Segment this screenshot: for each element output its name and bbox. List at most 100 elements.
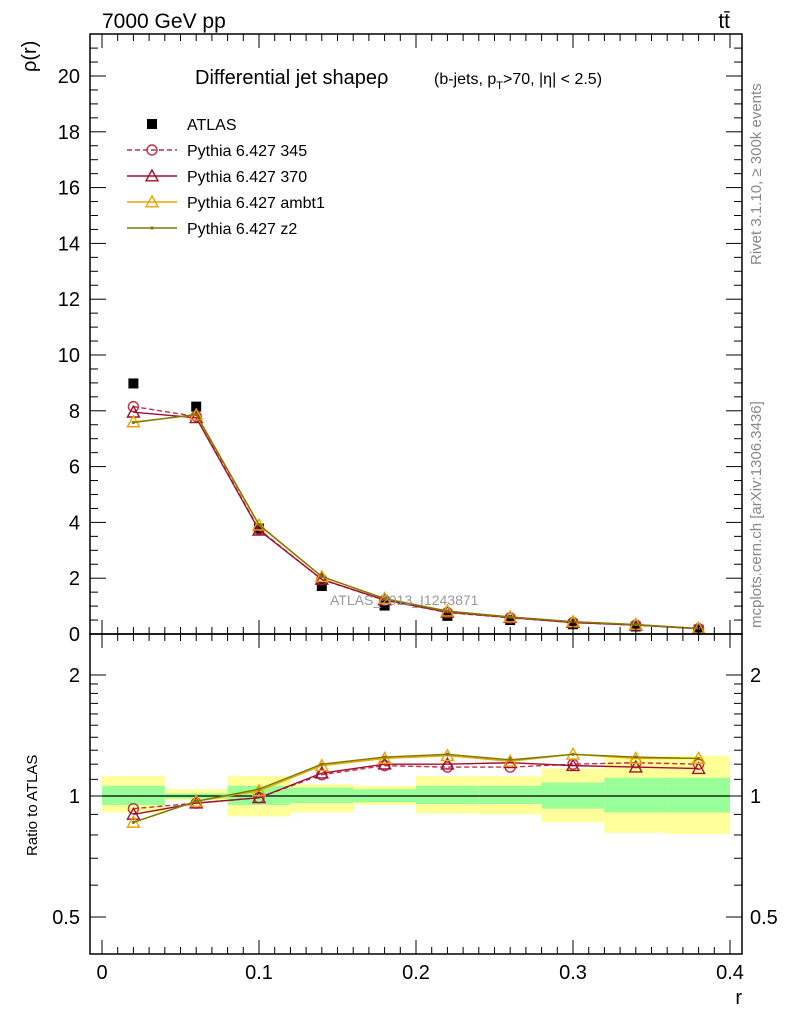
main-data-point: [251, 517, 267, 531]
main-data-point: [508, 615, 512, 619]
ratio-series-line: [133, 762, 699, 810]
ratio-panel: 0 0.1 0.2 0.3 0.4 0.5 0.5 1 1 2 2 Ratio to ATLAS r: [24, 633, 778, 1009]
ratio-series-line: [133, 753, 699, 823]
ratio-data-point: [320, 762, 324, 766]
main-y-axis-label: ρ(r): [19, 41, 41, 72]
ratio-data-point: [628, 759, 643, 773]
ratio-data-point: [445, 752, 449, 756]
x-tick-label: 0: [96, 962, 107, 984]
y-tick-label-main: 8: [69, 401, 80, 423]
legend-marker: [147, 119, 157, 129]
y-tick-label-main: 6: [69, 457, 80, 479]
ratio-data-point: [571, 752, 575, 756]
main-data-point: [127, 400, 140, 413]
main-data-point: [126, 414, 141, 428]
main-data-point: [131, 420, 135, 425]
uncertainty-band-inner: [667, 777, 730, 813]
ratio-data-point: [565, 746, 581, 760]
main-data-point: [128, 378, 139, 389]
main-panel: 0 2 4 6 8 10 12 14 16 18 20 Differential jet shape…: [19, 33, 743, 646]
ratio-series-line: [133, 762, 699, 816]
y-tick-label-main: 14: [58, 233, 80, 255]
uncertainty-band-inner: [102, 785, 165, 805]
main-data-point: [505, 615, 516, 626]
ratio-data-point: [131, 820, 135, 824]
main-data-point: [314, 569, 329, 583]
ratio-data-point: [508, 758, 512, 762]
energy-label: 7000 GeV pp: [102, 10, 226, 33]
main-data-point: [634, 622, 638, 627]
main-data-point: [383, 596, 387, 601]
y-tick-label-ratio-right: 1: [750, 786, 761, 808]
y-tick-label-ratio: 0.5: [52, 907, 80, 929]
y-tick-label-main: 18: [58, 122, 80, 144]
ratio-ticks: 0 0.1 0.2 0.3 0.4 0.5 0.5 1 1 2 2: [52, 634, 778, 984]
legend-entry: Pythia 6.427 345: [187, 143, 307, 160]
x-tick-label: 0.1: [245, 962, 273, 984]
y-tick-label-main: 12: [58, 289, 80, 311]
ratio-data-point: [251, 790, 267, 804]
main-data-point: [316, 581, 327, 592]
main-data-point: [314, 571, 329, 585]
y-tick-label-ratio: 1: [69, 786, 80, 808]
main-plot-layer: [126, 378, 706, 635]
main-data-point: [320, 574, 324, 579]
main-data-point: [630, 621, 641, 632]
x-axis-label: r: [735, 987, 742, 1009]
rivet-label: Rivet 3.1.10, ≥ 300k events: [748, 83, 765, 265]
ratio-data-point: [691, 761, 706, 775]
y-tick-label-main: 10: [58, 345, 80, 367]
ratio-y-axis-label: Ratio to ATLAS: [24, 755, 41, 856]
y-tick-label-main: 4: [69, 512, 80, 534]
main-data-point: [257, 523, 261, 527]
ratio-data-point: [127, 802, 140, 815]
ratio-data-point: [634, 755, 638, 759]
ratio-data-point: [378, 759, 391, 772]
y-tick-label-ratio: 2: [69, 665, 80, 687]
legend-marker: [146, 144, 158, 156]
x-tick-label: 0.3: [559, 962, 587, 984]
x-tick-label: 0.2: [402, 962, 430, 984]
ratio-data-point: [440, 756, 455, 770]
ratio-data-point: [257, 787, 261, 791]
legend-entry: ATLAS: [187, 117, 237, 134]
y-tick-label-main: 16: [58, 178, 80, 200]
ratio-series-line: [133, 753, 699, 823]
legend-marker: [150, 226, 154, 230]
legend-entry: Pythia 6.427 z2: [187, 221, 297, 238]
main-data-point: [189, 410, 204, 424]
ratio-plot-layer: [102, 746, 730, 834]
y-tick-label-ratio-right: 2: [750, 665, 761, 687]
ratio-data-point: [503, 753, 518, 767]
y-tick-label-ratio-right: 0.5: [750, 907, 778, 929]
uncertainty-band-inner: [478, 785, 542, 805]
main-ticks: 0 2 4 6 8 10 12 14 16 18 20: [58, 34, 742, 646]
ratio-data-point: [126, 806, 141, 820]
watermark-label: ATLAS_2013_I1243871: [330, 592, 479, 608]
main-title-sub: (b-jets, pT>70, |η| < 2.5): [434, 71, 602, 92]
main-data-point: [194, 412, 198, 417]
main-series-line: [133, 413, 699, 630]
uncertainty-band-inner: [416, 785, 479, 805]
main-title: Differential jet shapeρ: [195, 67, 388, 89]
y-tick-label-main: 0: [69, 624, 80, 646]
legend-entry: Pythia 6.427 370: [187, 169, 307, 186]
mcplots-label: mcplots.cern.ch [arXiv:1306.3436]: [748, 401, 765, 628]
main-data-point: [445, 609, 449, 613]
main-data-point: [191, 401, 202, 412]
legend-marker: [144, 168, 160, 182]
ratio-data-point: [565, 758, 581, 772]
legend: ATLAS Pythia 6.427 345 Pythia 6.427 370 Pyt…: [127, 117, 325, 238]
ratio-data-point: [383, 755, 387, 759]
ratio-data-point: [314, 765, 329, 779]
x-tick-label: 0.4: [716, 962, 744, 984]
legend-marker: [144, 194, 160, 208]
ratio-data-point: [194, 799, 198, 803]
y-tick-label-main: 2: [69, 568, 80, 590]
ratio-data-point: [697, 756, 701, 761]
legend-entry: Pythia 6.427 ambt1: [187, 195, 325, 212]
ratio-data-point: [628, 751, 643, 764]
uncertainty-band-inner: [290, 787, 354, 804]
y-tick-label-main: 20: [58, 66, 80, 88]
